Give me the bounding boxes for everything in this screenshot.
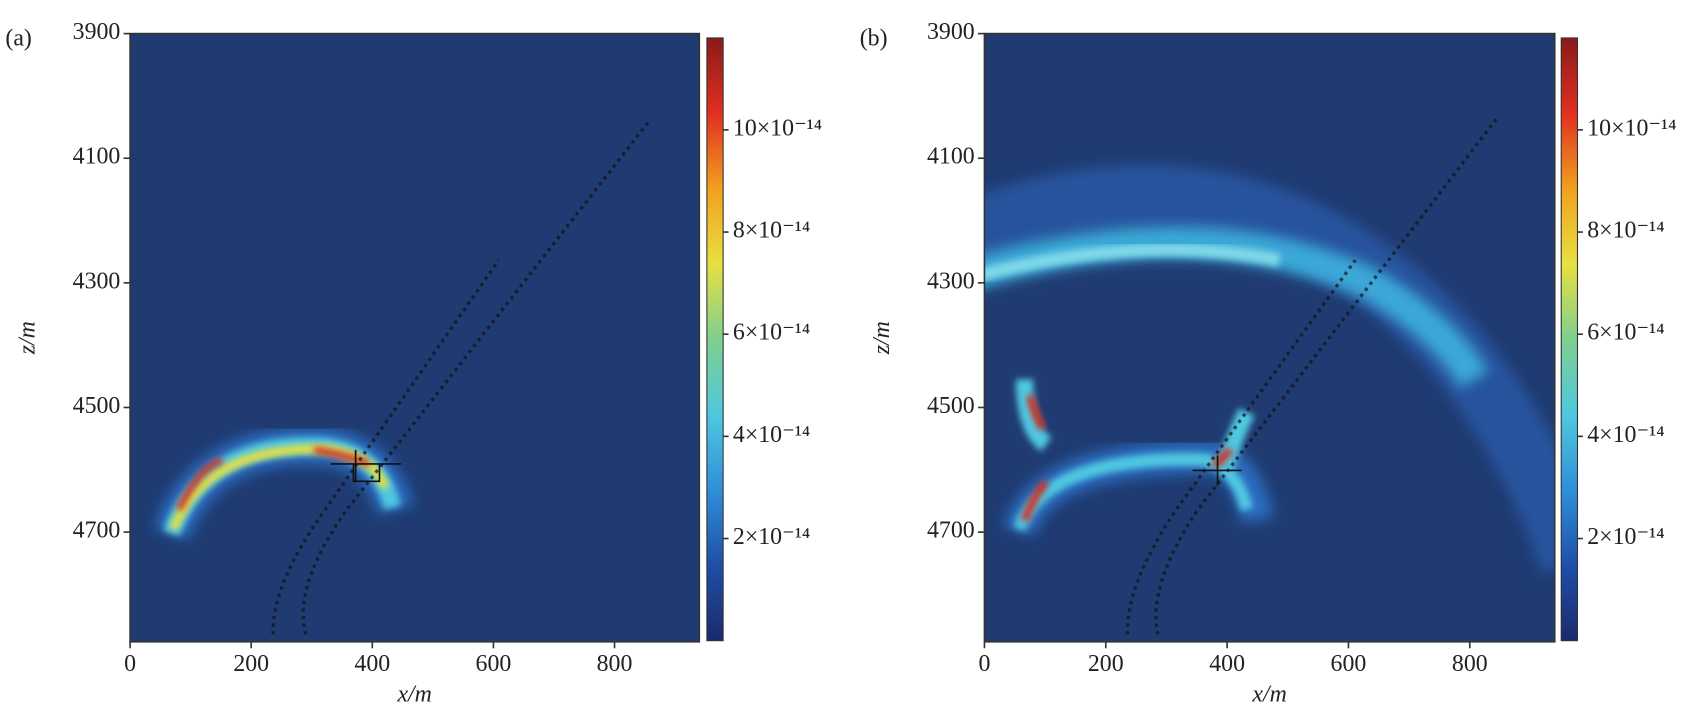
- colorbar: [706, 37, 724, 642]
- colorbar-tick-label: 2×10⁻¹⁴: [733, 524, 810, 550]
- x-tick-label: 400: [354, 651, 390, 677]
- x-tick-label: 800: [597, 651, 633, 677]
- colorbar-tick-label: 6×10⁻¹⁴: [1587, 320, 1664, 346]
- colorbar-tick-label: 6×10⁻¹⁴: [733, 320, 810, 346]
- x-tick-label: 800: [1452, 651, 1488, 677]
- colorbar-tick-label: 8×10⁻¹⁴: [1587, 218, 1664, 244]
- heatmap-field: [130, 33, 700, 642]
- y-tick-label: 4100: [927, 144, 975, 170]
- y-tick-label: 4300: [927, 268, 975, 294]
- heatmap-field: [984, 33, 1555, 642]
- panel-label: (b): [860, 26, 888, 52]
- x-axis-label: x/m: [396, 681, 431, 707]
- x-tick-label: 600: [1331, 651, 1367, 677]
- y-tick-label: 4700: [927, 518, 975, 544]
- plot-frame: [983, 32, 1556, 643]
- x-tick-label: 600: [476, 651, 512, 677]
- colorbar-tick-label: 2×10⁻¹⁴: [1587, 524, 1664, 550]
- colorbar: [1560, 37, 1579, 642]
- x-tick-label: 0: [124, 651, 136, 677]
- y-tick-label: 4700: [73, 518, 121, 544]
- x-tick-label: 0: [978, 651, 990, 677]
- x-tick-label: 200: [1088, 651, 1124, 677]
- plot-frame: [129, 32, 701, 643]
- y-axis-label: z/m: [869, 321, 895, 355]
- y-tick-label: 3900: [73, 19, 121, 45]
- x-axis-label: x/m: [1251, 681, 1286, 707]
- colorbar-tick-label: 10×10⁻¹⁴: [733, 115, 822, 141]
- y-tick-label: 4500: [927, 393, 975, 419]
- colorbar-tick-label: 10×10⁻¹⁴: [1587, 115, 1676, 141]
- colorbar-tick-label: 4×10⁻¹⁴: [1587, 422, 1664, 448]
- x-tick-label: 200: [233, 651, 269, 677]
- y-tick-label: 4500: [73, 393, 121, 419]
- x-tick-label: 400: [1209, 651, 1245, 677]
- y-tick-label: 3900: [927, 19, 975, 45]
- y-tick-label: 4100: [73, 144, 121, 170]
- y-axis-label: z/m: [15, 321, 41, 355]
- y-tick-label: 4300: [73, 268, 121, 294]
- colorbar-tick-label: 8×10⁻¹⁴: [733, 218, 810, 244]
- colorbar-tick-label: 4×10⁻¹⁴: [733, 422, 810, 448]
- panel-label: (a): [5, 26, 31, 52]
